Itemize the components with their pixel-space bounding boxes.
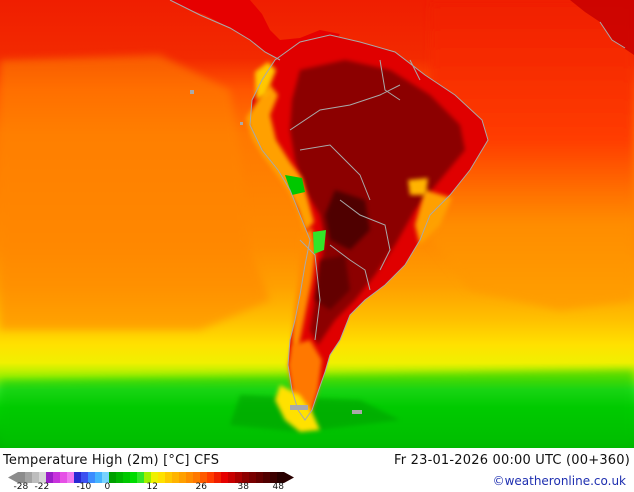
legend-swatch <box>165 472 172 483</box>
legend-swatch <box>221 472 228 483</box>
legend-swatch <box>172 472 179 483</box>
andes-south-cool <box>292 228 316 365</box>
map-footer: Temperature High (2m) [°C] CFS Fr 23-01-… <box>0 448 634 492</box>
legend-swatch <box>151 472 158 483</box>
temperature-map <box>0 0 634 448</box>
legend-swatch <box>270 472 277 483</box>
atlantic-warm-zone <box>430 0 634 310</box>
legend-swatch <box>81 472 88 483</box>
legend-swatch <box>25 472 32 483</box>
map-title: Temperature High (2m) [°C] CFS <box>3 453 220 468</box>
legend-swatch <box>39 472 46 483</box>
map-canvas <box>0 0 634 448</box>
legend-swatch <box>67 472 74 483</box>
legend-swatch <box>88 472 95 483</box>
legend-swatch <box>137 472 144 483</box>
legend-tick-label: 48 <box>272 482 284 492</box>
legend-swatch <box>123 472 130 483</box>
legend-swatch <box>46 472 53 483</box>
country-borders <box>169 0 626 421</box>
legend-tick-label: -28 <box>13 482 29 492</box>
legend-swatch <box>74 472 81 483</box>
legend-arrow-right <box>284 472 294 483</box>
legend-swatch <box>214 472 221 483</box>
legend-tick-label: -22 <box>34 482 50 492</box>
gran-chaco-max <box>325 190 370 250</box>
legend-swatch <box>18 472 25 483</box>
color-legend <box>8 472 294 483</box>
legend-tick-label: -10 <box>76 482 92 492</box>
colombia-andes <box>255 62 276 100</box>
africa-edge <box>570 0 634 55</box>
legend-swatch <box>228 472 235 483</box>
legend-swatch <box>242 472 249 483</box>
legend-swatch <box>53 472 60 483</box>
legend-swatch <box>193 472 200 483</box>
legend-tick-label: 0 <box>104 482 111 492</box>
legend-swatch <box>109 472 116 483</box>
islands <box>190 90 362 414</box>
legend-swatch <box>277 472 284 483</box>
credit-link[interactable]: ©weatheronline.co.uk <box>492 474 626 488</box>
legend-swatch <box>130 472 137 483</box>
legend-swatch <box>179 472 186 483</box>
legend-swatch <box>186 472 193 483</box>
drake-passage-cool <box>230 395 400 432</box>
legend-tick-label: 12 <box>146 482 158 492</box>
valid-time: Fr 23-01-2026 00:00 UTC (00+360) <box>394 453 630 468</box>
andes-north-cool <box>246 85 314 232</box>
legend-swatch <box>158 472 165 483</box>
legend-swatch <box>207 472 214 483</box>
legend-swatch <box>102 472 109 483</box>
altiplano-cool-spot <box>285 175 305 195</box>
legend-swatch <box>263 472 270 483</box>
legend-tick-label: 26 <box>195 482 207 492</box>
pampas-hot <box>315 255 350 310</box>
legend-arrow-left <box>8 472 18 483</box>
andes-cool-spot <box>313 230 326 254</box>
legend-swatch <box>249 472 256 483</box>
highland-spot <box>408 178 428 195</box>
legend-swatch <box>144 472 151 483</box>
legend-swatch <box>95 472 102 483</box>
legend-swatch <box>200 472 207 483</box>
legend-swatch <box>60 472 67 483</box>
legend-swatch <box>116 472 123 483</box>
legend-swatch <box>32 472 39 483</box>
pacific-orange-zone <box>0 55 270 330</box>
brazil-coast-cool <box>415 190 452 245</box>
legend-swatch <box>235 472 242 483</box>
legend-tick-label: 38 <box>237 482 249 492</box>
legend-swatch <box>256 472 263 483</box>
